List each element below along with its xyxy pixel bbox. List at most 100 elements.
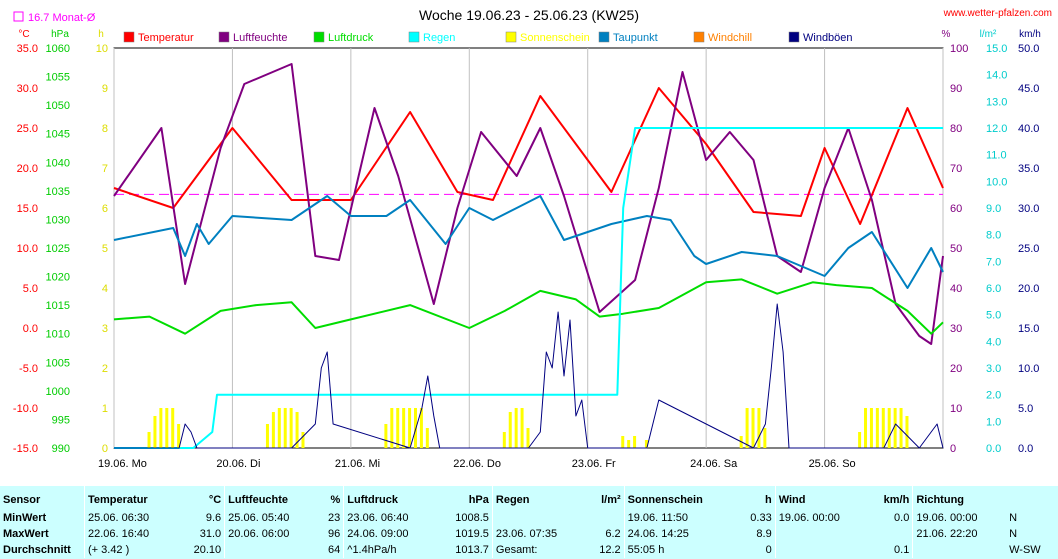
sunshine-bar — [621, 436, 625, 448]
stats-cell: (+ 3.42 ) — [83, 542, 178, 558]
x-tick-label: 20.06. Di — [216, 458, 260, 470]
stats-header: °C — [208, 494, 222, 506]
y-tick-temp: 0.0 — [23, 323, 38, 335]
sunshine-bar — [633, 436, 637, 448]
sunshine-bar — [147, 432, 151, 448]
sunshine-bar — [402, 408, 406, 448]
sunshine-bar — [875, 408, 879, 448]
stats-header: hPa — [468, 494, 489, 506]
y-tick-pressure: 1030 — [46, 214, 70, 226]
stats-cell: 1013.7 — [455, 544, 489, 556]
stats-cell: 19.06. 00:00 — [912, 510, 1007, 526]
stats-cell: 19.06. 00:00 — [774, 510, 869, 526]
legend-swatch — [788, 31, 800, 43]
y-tick-pressure: 1025 — [46, 243, 70, 255]
monthly-avg-label: 16.7 Monat-Ø — [28, 12, 96, 24]
legend-entry: Regen — [423, 32, 455, 44]
y-tick-wind: 5.0 — [1018, 403, 1033, 415]
y-tick-humidity: 10 — [950, 403, 962, 415]
series-humidity — [113, 63, 944, 345]
y-tick-rain: 9.0 — [986, 203, 1001, 215]
y-tick-sun: 7 — [102, 163, 108, 175]
y-tick-rain: 14.0 — [986, 70, 1007, 82]
y-tick-humidity: 100 — [950, 43, 968, 55]
stats-cell: 6.2 — [605, 528, 621, 540]
axis-unit-wind: km/h — [1019, 29, 1041, 40]
sunshine-bar — [869, 408, 873, 448]
y-tick-sun: 9 — [102, 83, 108, 95]
y-tick-pressure: 990 — [52, 443, 70, 455]
legend-swatch — [408, 31, 420, 43]
sunshine-bar — [881, 408, 885, 448]
y-tick-wind: 0.0 — [1018, 443, 1033, 455]
legend-entry: Temperatur — [138, 32, 194, 44]
y-tick-sun: 0 — [102, 443, 108, 455]
y-tick-humidity: 60 — [950, 203, 962, 215]
stats-cell: 0.33 — [750, 512, 772, 524]
stats-header: Wind — [774, 486, 869, 510]
y-tick-sun: 4 — [102, 283, 108, 295]
stats-cell — [586, 510, 624, 526]
stats-cell: 20.10 — [193, 544, 222, 556]
axis-unit-humidity: % — [942, 29, 951, 40]
stats-row-label: Durchschnitt — [3, 544, 71, 556]
stats-cell — [224, 542, 318, 558]
sunshine-bar — [408, 408, 412, 448]
x-tick-label: 25.06. So — [809, 458, 856, 470]
sunshine-bar — [627, 440, 631, 448]
x-tick-label: 22.06. Do — [453, 458, 501, 470]
y-tick-rain: 11.0 — [986, 150, 1007, 162]
y-tick-pressure: 1000 — [46, 386, 70, 398]
stats-cell: 0 — [765, 544, 772, 556]
x-tick-label: 21.06. Mi — [335, 458, 380, 470]
sunshine-bar — [757, 408, 761, 448]
sunshine-bar — [165, 408, 169, 448]
stats-cell: 9.6 — [205, 512, 222, 524]
sunshine-bar — [858, 432, 862, 448]
monthly-avg-swatch — [13, 11, 24, 22]
y-tick-rain: 2.0 — [986, 390, 1001, 402]
y-tick-rain: 7.0 — [986, 256, 1001, 268]
series-rain — [114, 127, 943, 449]
sunshine-bar — [171, 408, 175, 448]
sunshine-bar — [396, 408, 400, 448]
stats-cell: 23.06. 06:40 — [343, 510, 438, 526]
sunshine-bar — [283, 408, 287, 448]
y-tick-wind: 45.0 — [1018, 83, 1039, 95]
stats-cell: 96 — [328, 528, 341, 540]
stats-cell: 1019.5 — [455, 528, 489, 540]
sunshine-bar — [390, 408, 394, 448]
y-tick-sun: 8 — [102, 123, 108, 135]
y-tick-pressure: 1010 — [46, 329, 70, 341]
weather-chart: Woche 19.06.23 - 25.06.23 (KW25) www.wet… — [13, 7, 1052, 470]
y-tick-rain: 5.0 — [986, 310, 1001, 322]
y-tick-pressure: 995 — [52, 414, 70, 426]
y-tick-temp: 20.0 — [17, 163, 38, 175]
stats-table: Sensor Temperatur °C Luftfeuchte% Luftdruck h… — [0, 486, 1058, 559]
site-url[interactable]: www.wetter-pfalzen.com — [943, 8, 1052, 19]
stats-cell: N — [1009, 528, 1018, 540]
y-tick-pressure: 1055 — [46, 72, 70, 84]
sunshine-bar — [177, 424, 181, 448]
chart-title: Woche 19.06.23 - 25.06.23 (KW25) — [419, 7, 639, 23]
sunshine-bar — [384, 424, 388, 448]
stats-header: Sonnenschein — [623, 486, 737, 510]
stats-cell: N — [1009, 512, 1018, 524]
y-tick-temp: 15.0 — [17, 203, 38, 215]
y-tick-sun: 5 — [102, 243, 108, 255]
stats-cell: 12.2 — [599, 544, 621, 556]
stats-header: Sensor — [3, 494, 41, 506]
x-tick-label: 23.06. Fr — [572, 458, 616, 470]
y-tick-rain: 12.0 — [986, 123, 1007, 135]
y-tick-temp: 25.0 — [17, 123, 38, 135]
x-axis: 19.06. Mo 20.06. Di 21.06. Mi 22.06. Do 23.0… — [98, 458, 856, 470]
y-tick-temp: -15.0 — [13, 443, 38, 455]
sunshine-bar — [508, 412, 512, 448]
legend-swatch — [598, 31, 610, 43]
stats-cell: 25.06. 05:40 — [224, 510, 318, 526]
series-dewpoint — [113, 195, 944, 289]
y-tick-temp: -5.0 — [19, 363, 38, 375]
y-tick-wind: 10.0 — [1018, 363, 1039, 375]
y-tick-pressure: 1050 — [46, 100, 70, 112]
sunshine-bar — [301, 432, 305, 448]
